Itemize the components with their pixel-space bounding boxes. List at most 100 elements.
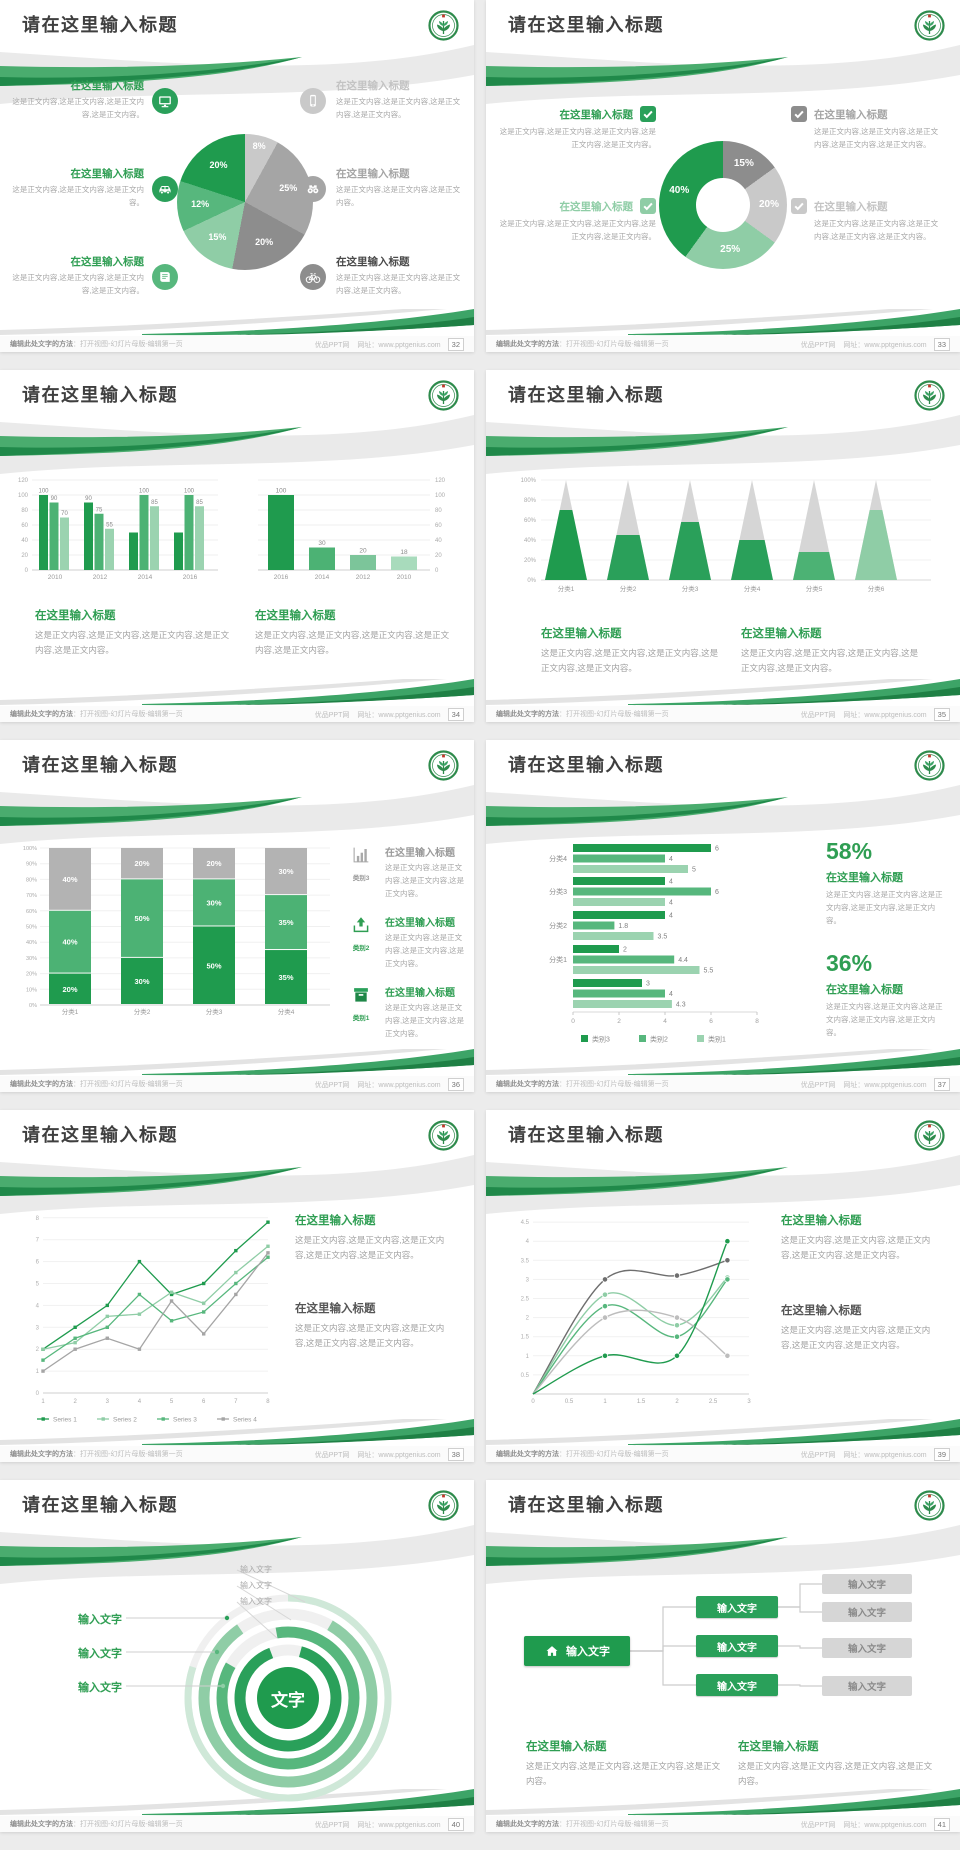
callout: 在这里输入标题 这是正文内容,这是正文内容,这是正文内容,这是正文内容,这是正文内… (496, 198, 656, 244)
slide-footer: 编辑此处文字的方法：打开视图-幻灯片母版-编辑第一页 优品PPT网 网址：www.p… (486, 1816, 960, 1832)
slide-thumbnail-p35[interactable]: 请在这里输入标题 0% 20% 40% 60% 80% 100% 分类1 分类2 分类3 分类4 分类… (486, 370, 960, 722)
section-title: 在这里输入标题 (741, 628, 822, 640)
header-swoosh (0, 415, 474, 474)
footer-site-info: 优品PPT网 网址：www.pptgenius.com 32 (315, 337, 464, 351)
callout: 在这里输入标题 这是正文内容,这是正文内容,这是正文内容,这是正文内容。 (336, 78, 464, 122)
slide-thumbnail-p41[interactable]: 请在这里输入标题 输入文字 输入文字 输入文字 输入文字 输入文字 输入文字 输入文字 输入文字… (486, 1480, 960, 1832)
footer-edit-note: 编辑此处文字的方法：打开视图-幻灯片母版-编辑第一页 (496, 341, 669, 348)
footer-swoosh (486, 1789, 960, 1816)
svg-text:4: 4 (663, 1018, 667, 1025)
ring-top-label: 输入文字 (240, 1597, 272, 1606)
footer-swoosh (486, 1049, 960, 1076)
slide-thumbnail-p36[interactable]: 请在这里输入标题 0% 10% 20% 30% 40% 50% 60% 70% 80% 90% 100… (0, 740, 474, 1092)
callout-title: 在这里输入标题 (336, 256, 410, 268)
footer-site-info: 优品PPT网 网址：www.pptgenius.com 41 (801, 1817, 950, 1831)
svg-text:4: 4 (669, 991, 673, 998)
text-section: 在这里输入标题 这是正文内容,这是正文内容,这是正文内容,这是正文内容,这是正文内… (35, 607, 230, 659)
item-body: 这是正文内容,这是正文内容,这是正文内容,这是正文内容。 (385, 1003, 465, 1038)
flow-leaf-node[interactable]: 输入文字 (822, 1574, 912, 1594)
callout: 在这里输入标题 这是正文内容,这是正文内容,这是正文内容,这是正文内容。 (8, 254, 144, 298)
slide-thumbnail-p34[interactable]: 请在这里输入标题 0 20 40 60 80 100 120 100 90 70 2010 90 75 55… (0, 370, 474, 722)
svg-text:50%: 50% (26, 925, 37, 931)
slide-footer: 编辑此处文字的方法：打开视图-幻灯片母版-编辑第一页 优品PPT网 网址：www.p… (0, 1446, 474, 1462)
check-icon (640, 198, 656, 214)
slide-thumbnail-p37[interactable]: 请在这里输入标题 6 4 5 分类4 4 6 4 分类3 4 1.8 3.5 分类2 2 4.4 5.5 分类1… (486, 740, 960, 1092)
slide-thumbnail-p33[interactable]: 请在这里输入标题 15% 20% 25% 40% 在这里输入标题 这是正文内容,这是正文内容… (486, 0, 960, 352)
svg-text:3: 3 (747, 1399, 751, 1405)
slide-body: 文字 输入文字 输入文字 输入文字 输入文字 输入文字 输入文字 (0, 1480, 474, 1816)
section-body: 这是正文内容,这是正文内容,这是正文内容,这是正文内容,这是正文内容。 (741, 648, 919, 674)
footer-edit-note: 编辑此处文字的方法：打开视图-幻灯片母版-编辑第一页 (496, 1451, 669, 1458)
svg-text:6: 6 (36, 1260, 40, 1266)
page-number: 37 (933, 1077, 950, 1091)
pie-chart (177, 134, 313, 270)
slide-thumbnail-p38[interactable]: 请在这里输入标题 0 1 2 3 4 5 6 7 8 1 2 3 4 5 6 7 8 Series 1 Series … (0, 1110, 474, 1462)
footer-swoosh (0, 1789, 474, 1816)
cone-chart: 0% 20% 40% 60% 80% 100% 分类1 分类2 分类3 分类4 分类5 分类6 (521, 478, 931, 593)
svg-text:35%: 35% (278, 973, 293, 982)
slide-title: 请在这里输入标题 (22, 1495, 178, 1515)
donut-slice-label: 15% (733, 158, 754, 169)
header-swoosh (0, 45, 474, 104)
svg-text:20%: 20% (26, 972, 37, 978)
school-emblem-icon (428, 380, 459, 411)
flow-leaf-node[interactable]: 输入文字 (822, 1602, 912, 1622)
svg-text:75: 75 (96, 507, 103, 513)
slide-footer: 编辑此处文字的方法：打开视图-幻灯片母版-编辑第一页 优品PPT网 网址：www.p… (486, 1076, 960, 1092)
pie-slice-label: 20% (209, 159, 228, 170)
svg-text:3: 3 (36, 1325, 40, 1331)
svg-text:2: 2 (526, 1316, 530, 1322)
svg-text:类别2: 类别2 (650, 1035, 668, 1044)
svg-text:4: 4 (669, 913, 673, 920)
flow-root-node[interactable]: 输入文字 (524, 1636, 630, 1666)
school-emblem-icon (428, 10, 459, 41)
slide-thumbnail-p32[interactable]: 请在这里输入标题 8% 25% 20% 15% 12% 20% 在这里输入标题 这是正文内容,这… (0, 0, 474, 352)
slide-body: 8% 25% 20% 15% 12% 20% 在这里输入标题 这是正文内容,这是正文内容,这是… (0, 0, 474, 336)
svg-text:30: 30 (318, 540, 326, 547)
svg-text:1.5: 1.5 (637, 1399, 646, 1405)
svg-text:2.5: 2.5 (521, 1297, 530, 1303)
box-icon (354, 988, 368, 1002)
section-title: 在这里输入标题 (781, 1215, 862, 1227)
footer-edit-note: 编辑此处文字的方法：打开视图-幻灯片母版-编辑第一页 (10, 1081, 183, 1088)
footer-site-info: 优品PPT网 网址：www.pptgenius.com 35 (801, 707, 950, 721)
page-number: 38 (447, 1447, 464, 1461)
rings-diagram (126, 1569, 392, 1802)
svg-text:20%: 20% (62, 985, 77, 994)
bar-chart-icon (353, 847, 369, 863)
flow-leaf-node[interactable]: 输入文字 (822, 1676, 912, 1696)
ring-left-label: 输入文字 (78, 1614, 122, 1626)
svg-text:0.5: 0.5 (521, 1373, 530, 1379)
slide-thumbnail-p40[interactable]: 请在这里输入标题 文字 输入文字 输入文字 输入文字 输入文字 输入文字 输入文字 编辑此处文字… (0, 1480, 474, 1832)
svg-text:50%: 50% (206, 961, 221, 970)
callout-body: 这是正文内容,这是正文内容,这是正文内容,这是正文内容,这是正文内容。 (814, 127, 939, 149)
callout: 在这里输入标题 这是正文内容,这是正文内容,这是正文内容,这是正文内容,这是正文内… (791, 106, 941, 152)
callout-body: 这是正文内容,这是正文内容,这是正文内容,这是正文内容,这是正文内容。 (499, 219, 656, 241)
flow-leaf-node[interactable]: 输入文字 (822, 1638, 912, 1658)
footer-swoosh (0, 1049, 474, 1076)
header-swoosh (0, 1155, 474, 1214)
svg-text:10%: 10% (26, 987, 37, 993)
stat-value: 58% (826, 838, 873, 864)
footer-site-info: 优品PPT网 网址：www.pptgenius.com 39 (801, 1447, 950, 1461)
footer-edit-note: 编辑此处文字的方法：打开视图-幻灯片母版-编辑第一页 (496, 1081, 669, 1088)
stat-body: 这是正文内容,这是正文内容,这是正文内容,这是正文内容,这是正文内容。 (826, 890, 943, 925)
text-section: 在这里输入标题 这是正文内容,这是正文内容,这是正文内容,这是正文内容。 (526, 1738, 722, 1790)
flow-mid-node[interactable]: 输入文字 (696, 1635, 778, 1657)
svg-text:40%: 40% (62, 875, 77, 884)
section-title: 在这里输入标题 (541, 628, 622, 640)
svg-text:分类2: 分类2 (134, 1007, 151, 1016)
binoculars-icon (307, 185, 319, 194)
svg-text:40%: 40% (62, 938, 77, 947)
svg-text:分类6: 分类6 (868, 584, 885, 593)
bar-charts: 0204060801001201009070201090755520121008… (18, 478, 446, 581)
callout-body: 这是正文内容,这是正文内容,这是正文内容。 (336, 185, 461, 207)
flow-mid-node[interactable]: 输入文字 (696, 1596, 778, 1618)
svg-text:2014: 2014 (138, 574, 153, 581)
slide-thumbnail-p39[interactable]: 请在这里输入标题 0.5 1 1.5 2 2.5 3 3.5 4 4.5 0 0.5 1 1.5 2 2.5 3… (486, 1110, 960, 1462)
section-body: 这是正文内容,这是正文内容,这是正文内容,这是正文内容,这是正文内容。 (781, 1235, 931, 1261)
footer-edit-note: 编辑此处文字的方法：打开视图-幻灯片母版-编辑第一页 (10, 1821, 183, 1828)
flow-mid-node[interactable]: 输入文字 (696, 1674, 778, 1696)
text-section: 在这里输入标题 这是正文内容,这是正文内容,这是正文内容,这是正文内容,这是正文内… (541, 625, 726, 677)
